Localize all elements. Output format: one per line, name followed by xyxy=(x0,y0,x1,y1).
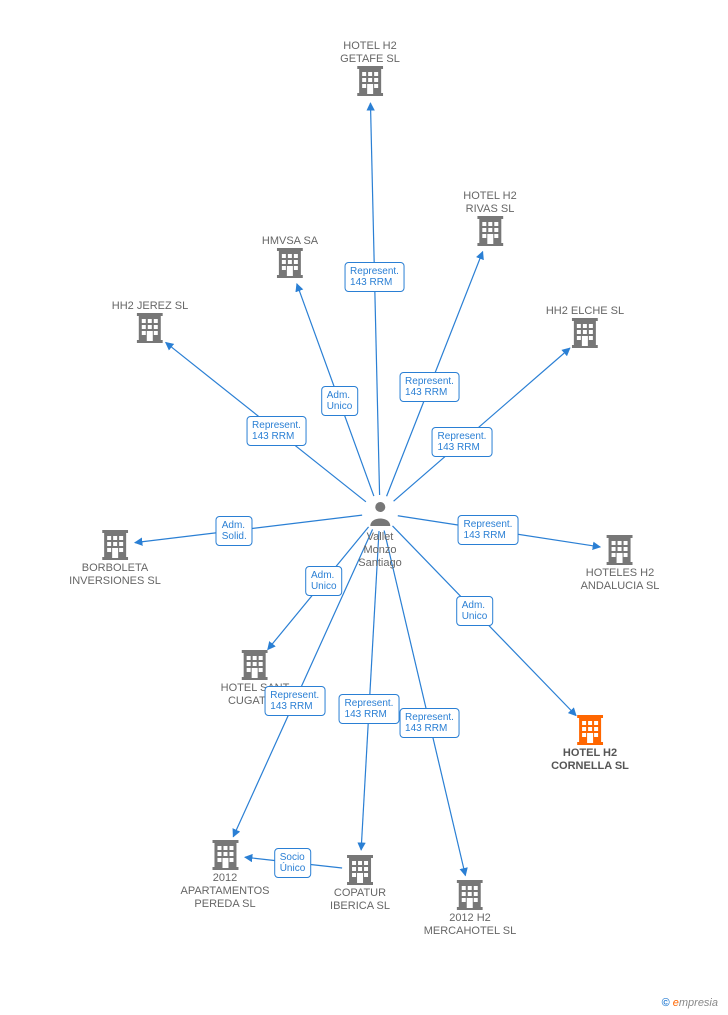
company-node-jerez[interactable]: HH2 JEREZ SL xyxy=(112,300,188,345)
building-icon xyxy=(180,840,269,870)
company-label: HH2 ELCHE SL xyxy=(546,305,624,318)
person-label: Vallet Monzo Santiago xyxy=(358,531,401,570)
person-icon xyxy=(368,513,392,530)
edge-label: Represent. 143 RRM xyxy=(458,515,519,545)
company-label: HH2 JEREZ SL xyxy=(112,300,188,313)
person-node-center[interactable]: Vallet Monzo Santiago xyxy=(358,500,401,570)
building-icon xyxy=(221,650,290,680)
copyright-symbol: © xyxy=(662,997,670,1009)
edge-label: Represent. 143 RRM xyxy=(264,686,325,716)
building-icon xyxy=(69,530,161,560)
edge-label: Represent. 143 RRM xyxy=(344,262,405,292)
company-label: BORBOLETA INVERSIONES SL xyxy=(69,562,161,588)
company-node-rivas[interactable]: HOTEL H2 RIVAS SL xyxy=(463,190,516,248)
edge-label: Represent. 143 RRM xyxy=(339,694,400,724)
edge-label: Adm. Unico xyxy=(305,566,343,596)
company-label: COPATUR IBERICA SL xyxy=(330,887,390,913)
edge-label: Adm. Unico xyxy=(321,386,359,416)
edge-line xyxy=(370,103,379,495)
edge-label: Socio Único xyxy=(274,848,312,878)
company-node-hmvsa[interactable]: HMVSA SA xyxy=(262,235,318,280)
company-label: HOTEL H2 GETAFE SL xyxy=(340,40,400,66)
edge-label: Represent. 143 RRM xyxy=(246,416,307,446)
building-icon xyxy=(330,855,390,885)
company-label: HMVSA SA xyxy=(262,235,318,248)
brand-rest: mpresia xyxy=(679,997,718,1009)
edge-label: Represent. 143 RRM xyxy=(432,427,493,457)
company-label: HOTEL H2 RIVAS SL xyxy=(463,190,516,216)
building-icon xyxy=(463,216,516,246)
building-icon xyxy=(340,66,400,96)
company-label: HOTELES H2 ANDALUCIA SL xyxy=(581,567,660,593)
building-icon xyxy=(112,313,188,343)
edge-line xyxy=(361,531,379,850)
building-icon xyxy=(551,715,629,745)
edge-label: Represent. 143 RRM xyxy=(399,372,460,402)
company-label: 2012 H2 MERCAHOTEL SL xyxy=(424,912,517,938)
company-label: HOTEL H2 CORNELLA SL xyxy=(551,747,629,773)
footer-credit: © empresia xyxy=(662,997,718,1009)
building-icon xyxy=(262,248,318,278)
company-node-copatur[interactable]: COPATUR IBERICA SL xyxy=(330,855,390,913)
edge-label: Adm. Solid. xyxy=(216,516,253,546)
company-label: 2012 APARTAMENTOS PEREDA SL xyxy=(180,872,269,911)
company-node-andalucia[interactable]: HOTELES H2 ANDALUCIA SL xyxy=(581,535,660,593)
company-node-borboleta[interactable]: BORBOLETA INVERSIONES SL xyxy=(69,530,161,588)
company-node-getafe[interactable]: HOTEL H2 GETAFE SL xyxy=(340,40,400,98)
edge-label: Adm. Unico xyxy=(456,596,494,626)
company-node-mercahotel[interactable]: 2012 H2 MERCAHOTEL SL xyxy=(424,880,517,938)
building-icon xyxy=(424,880,517,910)
edge-label: Represent. 143 RRM xyxy=(399,708,460,738)
building-icon xyxy=(581,535,660,565)
company-node-pereda[interactable]: 2012 APARTAMENTOS PEREDA SL xyxy=(180,840,269,911)
company-node-cornella[interactable]: HOTEL H2 CORNELLA SL xyxy=(551,715,629,773)
company-node-elche[interactable]: HH2 ELCHE SL xyxy=(546,305,624,350)
building-icon xyxy=(546,318,624,348)
